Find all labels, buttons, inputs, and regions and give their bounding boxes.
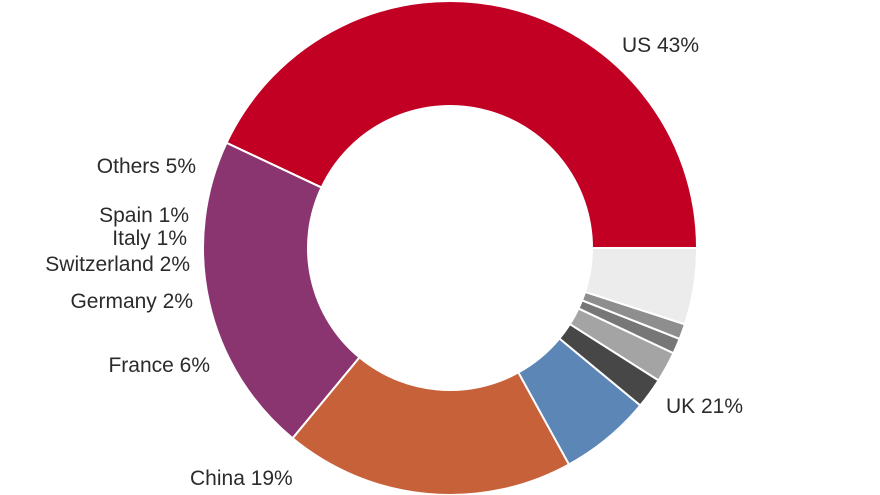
donut-labels: US 43% UK 21% China 19% France 6% Germany 2%… (45, 34, 743, 490)
label-others: Others 5% (97, 155, 196, 178)
label-switzerland: Switzerland 2% (45, 253, 190, 276)
slice-others (583, 247, 699, 326)
slice-uk (202, 141, 361, 440)
slice-us (225, 0, 699, 249)
slice-china (291, 356, 571, 495)
label-france: France 6% (108, 354, 210, 377)
label-uk: UK 21% (666, 395, 743, 418)
donut-slices (202, 0, 699, 495)
label-germany: Germany 2% (70, 290, 193, 313)
label-spain: Spain 1% (99, 204, 189, 227)
label-us: US 43% (622, 34, 699, 57)
label-italy: Italy 1% (112, 227, 187, 250)
label-china: China 19% (190, 467, 293, 490)
